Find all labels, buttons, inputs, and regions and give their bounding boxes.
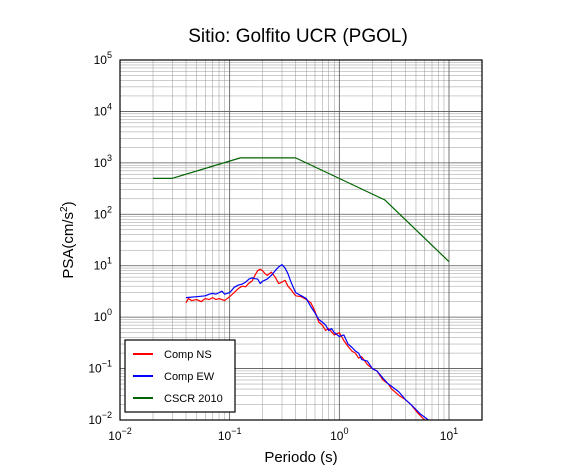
y-tick-base: 10 xyxy=(94,156,108,170)
y-axis-label: PSA(cm/s2) xyxy=(59,201,77,278)
x-tick-label: 100 xyxy=(330,426,348,443)
y-tick-exponent: −1 xyxy=(102,359,112,369)
y-tick-label: 10−2 xyxy=(88,410,112,427)
x-axis-label: Periodo (s) xyxy=(264,449,337,466)
x-tick-exponent: −2 xyxy=(122,426,132,436)
y-tick-label: 105 xyxy=(94,50,112,67)
y-tick-label: 103 xyxy=(94,153,112,170)
chart-title: Sitio: Golfito UCR (PGOL) xyxy=(188,26,408,47)
series-line-comp-ew xyxy=(185,264,429,421)
y-tick-exponent: −2 xyxy=(102,410,112,420)
legend-label-cscr-2010: CSCR 2010 xyxy=(164,393,223,405)
y-tick-exponent: 3 xyxy=(107,153,112,163)
x-tick-label: 10−1 xyxy=(218,426,242,443)
x-tick-base: 10 xyxy=(440,429,454,443)
y-tick-exponent: 4 xyxy=(107,101,112,111)
x-tick-label: 101 xyxy=(440,426,458,443)
y-tick-base: 10 xyxy=(88,413,102,427)
y-tick-base: 10 xyxy=(94,53,108,67)
y-tick-label: 100 xyxy=(94,307,112,324)
y-tick-label: 10−1 xyxy=(88,359,112,376)
x-tick-exponent: 0 xyxy=(343,426,348,436)
x-tick-base: 10 xyxy=(330,429,344,443)
y-tick-exponent: 2 xyxy=(107,204,112,214)
x-tick-exponent: −1 xyxy=(231,426,241,436)
legend-label-comp-ew: Comp EW xyxy=(164,371,215,383)
y-axis-label-close: ) xyxy=(60,201,77,206)
x-tick-base: 10 xyxy=(218,429,232,443)
x-tick-label: 10−2 xyxy=(108,426,132,443)
y-tick-label: 104 xyxy=(94,101,112,118)
y-axis-label-superscript: 2 xyxy=(59,206,70,212)
y-tick-label: 101 xyxy=(94,256,112,273)
series-line-cscr-2010 xyxy=(153,157,450,263)
y-axis-label-main: PSA(cm/s xyxy=(60,212,77,279)
y-tick-base: 10 xyxy=(94,310,108,324)
y-tick-base: 10 xyxy=(88,362,102,376)
y-tick-base: 10 xyxy=(94,104,108,118)
legend-label-comp-ns: Comp NS xyxy=(164,349,212,361)
y-tick-base: 10 xyxy=(94,259,108,273)
minor-grid xyxy=(120,60,483,420)
data-series xyxy=(153,157,450,421)
y-tick-exponent: 1 xyxy=(107,256,112,266)
y-tick-label: 102 xyxy=(94,204,112,221)
x-axis-ticks: 10−2 10−1 100 101 xyxy=(108,426,458,443)
x-tick-base: 10 xyxy=(108,429,122,443)
legend: Comp NS Comp EW CSCR 2010 xyxy=(124,339,236,413)
legend-items: Comp NS Comp EW CSCR 2010 xyxy=(133,349,223,405)
plot-frame xyxy=(119,59,483,421)
y-tick-exponent: 5 xyxy=(107,50,112,60)
y-tick-base: 10 xyxy=(94,207,108,221)
x-tick-exponent: 1 xyxy=(453,426,458,436)
y-tick-exponent: 0 xyxy=(107,307,112,317)
